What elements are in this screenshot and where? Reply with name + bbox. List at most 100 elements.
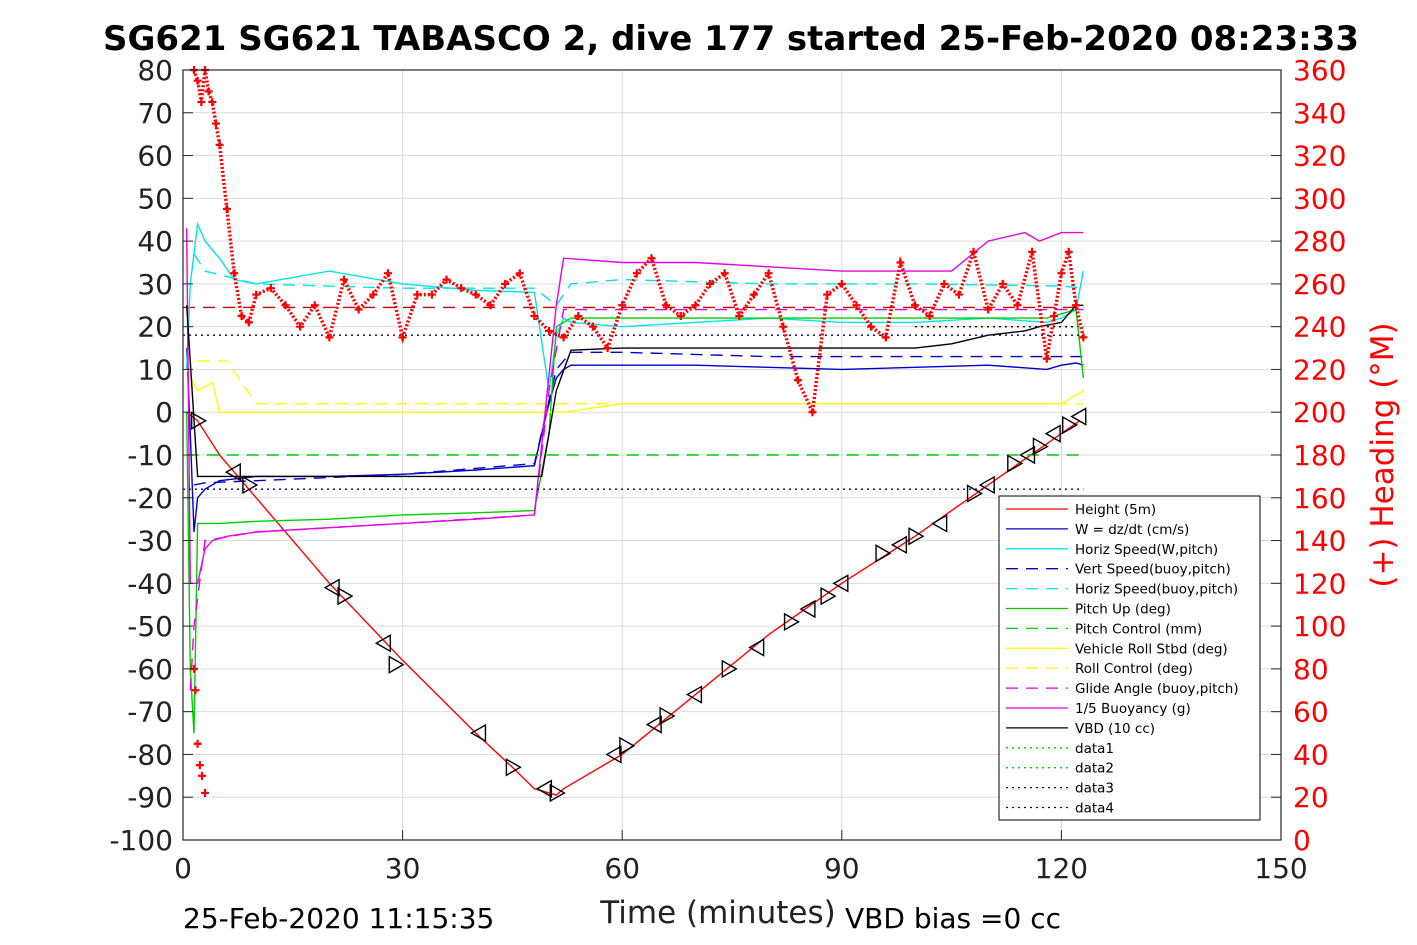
heading-point	[940, 279, 949, 288]
heading-point	[779, 322, 788, 331]
heading-point	[281, 301, 290, 310]
heading-point	[296, 322, 305, 331]
legend-label: Vehicle Roll Stbd (deg)	[1075, 641, 1228, 657]
heading-point	[501, 279, 510, 288]
heading-point	[749, 290, 758, 299]
right-tick-label: 100	[1293, 610, 1346, 643]
heading-point	[1079, 333, 1088, 342]
legend-label: data4	[1075, 801, 1114, 817]
heading-point	[471, 290, 480, 299]
legend-label: Height (5m)	[1075, 502, 1156, 518]
heading-point	[545, 326, 553, 335]
heading-point	[1028, 247, 1037, 256]
right-axis-ticks: 3603403203002802602402202001801601401201…	[1271, 54, 1346, 857]
right-tick-label: 160	[1293, 482, 1346, 515]
right-tick-label: 340	[1293, 97, 1346, 130]
series-line-7	[186, 369, 1084, 413]
heading-point	[398, 333, 407, 342]
heading-point	[244, 318, 253, 327]
heading-point	[1072, 301, 1081, 310]
legend-label: data1	[1075, 741, 1114, 757]
left-tick-label: 60	[137, 140, 173, 173]
heading-point	[1042, 354, 1051, 363]
series-line-0	[186, 411, 1081, 796]
heading-point	[852, 301, 861, 310]
heading-point	[808, 408, 817, 417]
heading-point	[354, 305, 363, 314]
heading-point	[881, 333, 890, 342]
right-tick-label: 320	[1293, 140, 1346, 173]
x-tick-label: 0	[174, 852, 192, 885]
left-tick-label: -90	[127, 781, 173, 814]
heading-point	[413, 290, 422, 299]
legend-label: Pitch Control (mm)	[1075, 621, 1202, 637]
footer-timestamp: 25-Feb-2020 11:15:35	[183, 902, 494, 935]
right-tick-label: 300	[1293, 182, 1346, 215]
legend-label: Pitch Up (deg)	[1075, 602, 1171, 618]
left-tick-label: -60	[127, 653, 173, 686]
left-tick-label: 80	[137, 54, 173, 87]
right-tick-label: 180	[1293, 439, 1346, 472]
heading-point	[191, 686, 200, 695]
heading-point	[230, 269, 239, 278]
heading-point	[1057, 269, 1066, 278]
heading-point	[764, 269, 773, 278]
left-tick-label: 0	[155, 396, 173, 429]
heading-point	[647, 254, 656, 263]
series-line-9	[189, 308, 1084, 691]
heading-point	[340, 275, 349, 284]
heading-layer	[189, 66, 1088, 797]
triangle-marker	[1019, 445, 1036, 465]
legend-label: data2	[1075, 761, 1114, 777]
left-tick-label: -40	[127, 567, 173, 600]
triangle-marker	[748, 638, 765, 657]
x-axis-ticks: 0 30 60 90 120 150	[174, 830, 1308, 885]
heading-point	[198, 771, 207, 780]
heading-point	[954, 290, 963, 299]
heading-point	[215, 140, 224, 149]
heading-point	[427, 290, 436, 299]
heading-point	[603, 344, 612, 353]
left-axis-ticks: 80 70 60 50 40 30 20 10 0 -10 -20 -30 -40 -50 -60 -70 -8…	[109, 54, 193, 857]
legend-label: Glide Angle (buoy,pitch)	[1075, 681, 1239, 697]
heading-point	[720, 269, 729, 278]
heading-point	[735, 311, 744, 320]
triangle-marker	[535, 779, 553, 798]
x-tick-label: 120	[1035, 852, 1088, 885]
right-tick-label: 60	[1293, 696, 1329, 729]
triangle-marker-layer	[190, 407, 1087, 803]
right-tick-label: 40	[1293, 738, 1329, 771]
heading-point	[266, 284, 275, 293]
heading-point	[193, 739, 202, 748]
heading-point	[632, 269, 641, 278]
series-line-4	[193, 253, 1084, 307]
heading-point	[515, 269, 524, 278]
left-tick-label: 40	[137, 225, 173, 258]
triangle-marker	[1070, 407, 1087, 426]
heading-point	[252, 290, 261, 299]
legend-label: W = dz/dt (cm/s)	[1075, 522, 1189, 538]
legend-box	[998, 495, 1261, 821]
triangle-marker	[224, 462, 241, 482]
triangle-marker	[966, 484, 983, 503]
heading-point	[457, 284, 466, 293]
triangle-marker	[323, 578, 340, 597]
triangle-marker	[1044, 424, 1061, 443]
heading-point	[383, 269, 392, 278]
right-tick-label: 360	[1293, 54, 1346, 87]
triangle-marker	[190, 411, 208, 430]
heading-point	[193, 76, 202, 85]
triangle-marker	[605, 745, 622, 764]
triangle-marker	[908, 527, 925, 546]
right-tick-label: 0	[1293, 824, 1311, 857]
left-tick-label: 30	[137, 268, 173, 301]
heading-point	[559, 333, 568, 342]
right-tick-label: 140	[1293, 525, 1346, 558]
triangle-marker	[242, 475, 259, 495]
heading-point	[823, 290, 832, 299]
heading-point	[1050, 311, 1059, 320]
heading-point	[837, 279, 846, 288]
heading-point	[618, 301, 627, 310]
right-tick-label: 220	[1293, 353, 1346, 386]
triangle-marker	[388, 655, 405, 674]
